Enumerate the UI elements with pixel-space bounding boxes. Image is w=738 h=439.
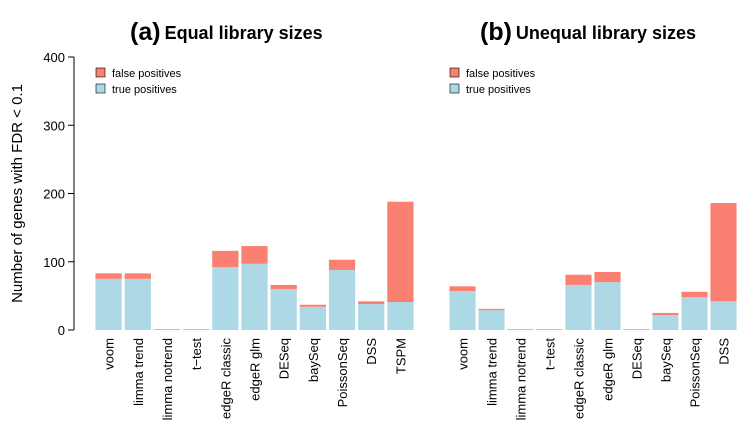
x-tick-label: limma trend xyxy=(131,338,146,406)
x-tick-label: PoissonSeq xyxy=(688,338,703,407)
bar-segment xyxy=(212,267,239,330)
bar-segment xyxy=(270,284,297,290)
legend-label: true positives xyxy=(466,84,531,96)
y-axis-label: Number of genes with FDR < 0.1 xyxy=(9,84,26,303)
legend-label: false positives xyxy=(466,68,536,80)
legend-swatch xyxy=(449,67,460,78)
x-tick-label: DESeq xyxy=(630,338,645,379)
bar-segment xyxy=(95,278,122,330)
x-tick-label: limma notrend xyxy=(160,338,175,420)
bar-segment xyxy=(241,263,268,330)
legend-swatch xyxy=(95,67,106,78)
bar-segment xyxy=(594,271,621,283)
title-label: (a) xyxy=(130,18,161,46)
x-tick-label: baySeq xyxy=(306,338,321,382)
legend-label: true positives xyxy=(112,84,177,96)
x-tick-label: DSS xyxy=(717,338,732,365)
bar-segment xyxy=(387,201,414,303)
bar-segment xyxy=(623,329,650,330)
legend-swatch xyxy=(95,83,106,94)
x-tick-label: voom xyxy=(102,338,117,370)
y-tick-label: 0 xyxy=(58,323,65,338)
x-tick-label: limma trend xyxy=(485,338,500,406)
bar-segment xyxy=(183,329,210,330)
bar-segment xyxy=(478,308,505,311)
chart-title: Equal library sizes xyxy=(165,23,323,43)
y-tick-label: 400 xyxy=(43,50,65,65)
bar-segment xyxy=(478,310,505,330)
bar-segment xyxy=(95,273,122,279)
x-tick-label: limma notrend xyxy=(514,338,529,420)
x-tick-label: baySeq xyxy=(659,338,674,382)
legend-swatch xyxy=(449,83,460,94)
bar-segment xyxy=(594,282,621,330)
bar-segment xyxy=(358,301,385,305)
bar-segment xyxy=(652,312,679,315)
bar-segment xyxy=(328,269,356,330)
bar-segment xyxy=(565,274,592,285)
chart-title: Unequal library sizes xyxy=(516,23,696,43)
x-tick-label: DESeq xyxy=(277,338,292,379)
bar-segment xyxy=(124,278,151,330)
bar-segment xyxy=(681,291,708,298)
y-tick-label: 100 xyxy=(43,255,65,270)
y-tick-label: 300 xyxy=(43,118,65,133)
bar-segment xyxy=(328,259,356,270)
bar-segment xyxy=(270,289,297,330)
x-tick-label: t−test xyxy=(543,338,558,371)
bar-segment xyxy=(212,250,239,268)
x-tick-label: edgeR glm xyxy=(601,338,616,401)
y-tick-label: 200 xyxy=(43,187,65,202)
bar-segment xyxy=(507,329,534,330)
bar-segment xyxy=(449,291,476,330)
bar-segment xyxy=(241,246,268,264)
bar-segment xyxy=(124,273,151,279)
bar-segment xyxy=(299,306,326,330)
legend-label: false positives xyxy=(112,68,182,80)
bar-segment xyxy=(565,284,592,330)
x-tick-label: edgeR classic xyxy=(572,338,587,419)
title-label: (b) xyxy=(480,18,512,46)
bar-segment xyxy=(681,297,708,330)
x-tick-label: t−test xyxy=(189,338,204,371)
bar-segment xyxy=(536,329,563,330)
bar-segment xyxy=(652,314,679,330)
x-tick-label: PoissonSeq xyxy=(335,338,350,407)
bar-segment xyxy=(387,302,414,330)
x-tick-label: edgeR glm xyxy=(248,338,263,401)
bar-segment xyxy=(710,203,737,302)
bar-segment xyxy=(358,304,385,330)
x-tick-label: voom xyxy=(456,338,471,370)
x-tick-label: edgeR classic xyxy=(218,338,233,419)
bar-segment xyxy=(710,301,737,330)
bar-segment xyxy=(153,329,181,330)
bar-segment xyxy=(299,304,326,307)
bar-segment xyxy=(449,286,476,292)
x-tick-label: TSPM xyxy=(393,338,408,374)
x-tick-label: DSS xyxy=(364,338,379,365)
